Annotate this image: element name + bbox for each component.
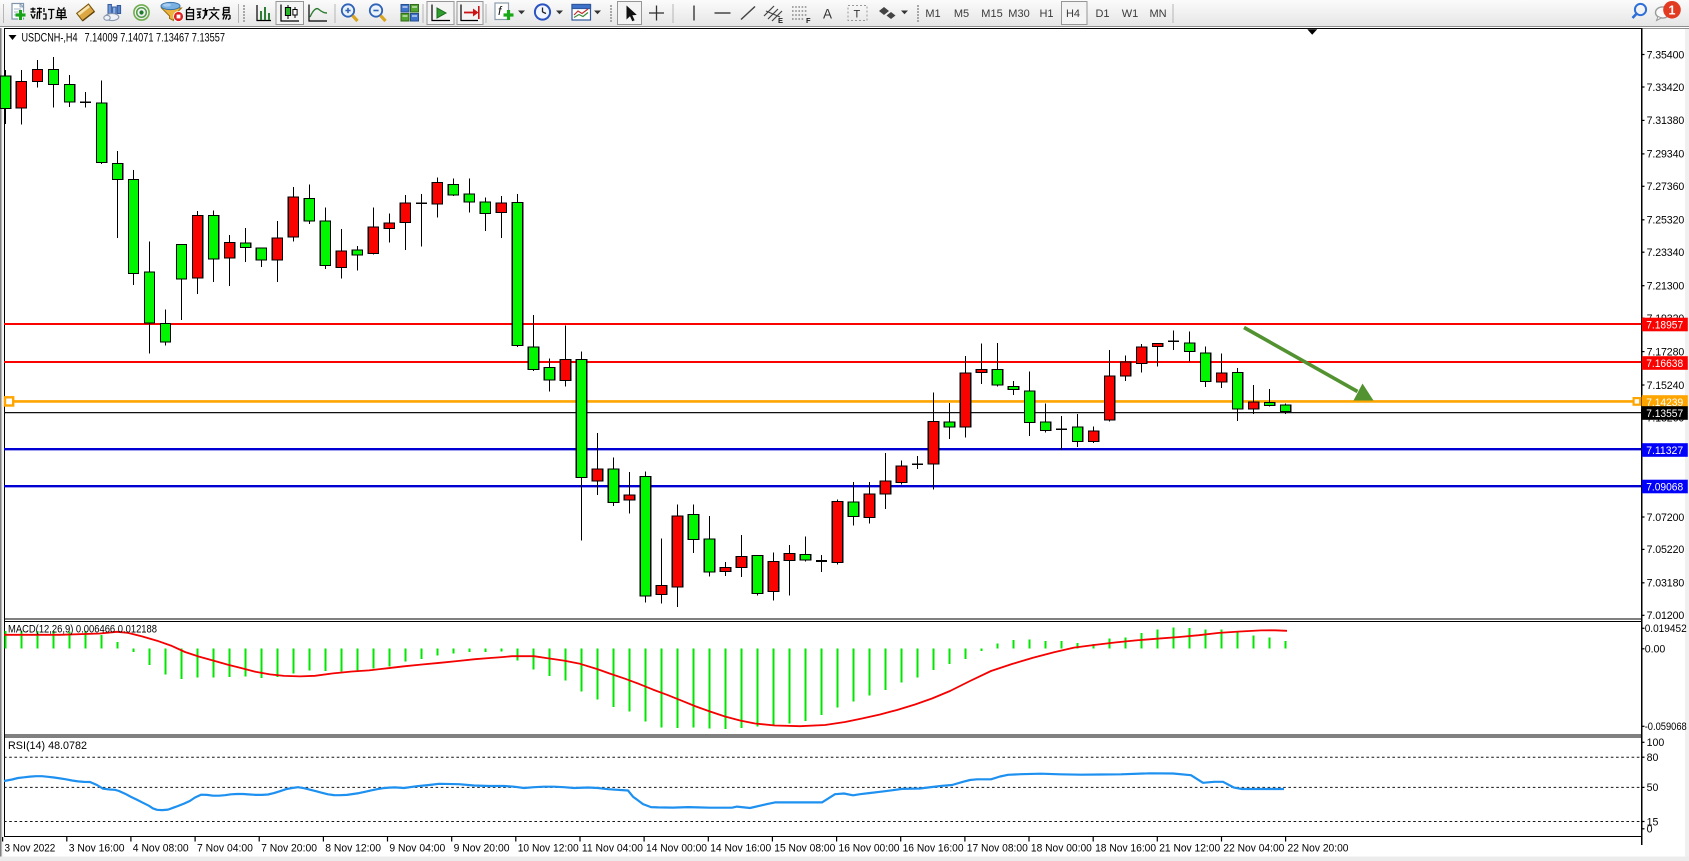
svg-text:17 Nov 08:00: 17 Nov 08:00 bbox=[967, 843, 1028, 855]
svg-text:-0.059068: -0.059068 bbox=[1645, 721, 1687, 733]
svg-text:16 Nov 00:00: 16 Nov 00:00 bbox=[839, 843, 900, 855]
svg-text:USDCNH-,H4: USDCNH-,H4 bbox=[22, 33, 78, 45]
svg-text:7.29340: 7.29340 bbox=[1647, 149, 1685, 161]
svg-text:50: 50 bbox=[1647, 782, 1659, 794]
svg-text:3 Nov 2022: 3 Nov 2022 bbox=[5, 843, 56, 855]
svg-text:7.07200: 7.07200 bbox=[1647, 512, 1685, 524]
svg-text:1: 1 bbox=[1669, 3, 1676, 17]
svg-text:D1: D1 bbox=[1095, 8, 1109, 20]
svg-text:MN: MN bbox=[1149, 8, 1166, 20]
svg-text:22 Nov 04:00: 22 Nov 04:00 bbox=[1223, 843, 1284, 855]
svg-text:A: A bbox=[823, 7, 832, 22]
svg-text:3 Nov 16:00: 3 Nov 16:00 bbox=[69, 843, 125, 855]
svg-text:22 Nov 20:00: 22 Nov 20:00 bbox=[1288, 843, 1349, 855]
svg-text:7.31380: 7.31380 bbox=[1647, 115, 1685, 127]
svg-text:M15: M15 bbox=[981, 8, 1002, 20]
svg-text:7.16638: 7.16638 bbox=[1646, 358, 1683, 370]
svg-text:15 Nov 08:00: 15 Nov 08:00 bbox=[774, 843, 835, 855]
svg-text:18 Nov 16:00: 18 Nov 16:00 bbox=[1095, 843, 1156, 855]
svg-text:100: 100 bbox=[1647, 737, 1665, 749]
svg-text:H4: H4 bbox=[1066, 8, 1080, 20]
svg-text:7.25320: 7.25320 bbox=[1647, 215, 1685, 227]
svg-text:7.05220: 7.05220 bbox=[1647, 544, 1685, 556]
svg-text:RSI(14) 48.0782: RSI(14) 48.0782 bbox=[8, 740, 87, 752]
svg-text:0.00: 0.00 bbox=[1645, 644, 1666, 656]
svg-text:F: F bbox=[806, 16, 811, 25]
svg-text:W1: W1 bbox=[1122, 8, 1139, 20]
svg-text:15: 15 bbox=[1647, 816, 1659, 828]
svg-text:7.33420: 7.33420 bbox=[1647, 82, 1685, 94]
svg-text:14 Nov 16:00: 14 Nov 16:00 bbox=[710, 843, 771, 855]
svg-text:7.23340: 7.23340 bbox=[1647, 247, 1685, 259]
svg-text:7.17280: 7.17280 bbox=[1647, 346, 1685, 358]
svg-text:7.11327: 7.11327 bbox=[1646, 445, 1683, 457]
svg-text:7 Nov 20:00: 7 Nov 20:00 bbox=[261, 843, 317, 855]
svg-text:10 Nov 12:00: 10 Nov 12:00 bbox=[518, 843, 579, 855]
svg-text:M30: M30 bbox=[1008, 8, 1029, 20]
svg-text:16 Nov 16:00: 16 Nov 16:00 bbox=[903, 843, 964, 855]
svg-text:9 Nov 04:00: 9 Nov 04:00 bbox=[389, 843, 445, 855]
svg-text:0: 0 bbox=[1647, 824, 1653, 836]
svg-text:f: f bbox=[498, 4, 503, 18]
svg-text:14 Nov 00:00: 14 Nov 00:00 bbox=[646, 843, 707, 855]
svg-text:8 Nov 12:00: 8 Nov 12:00 bbox=[325, 843, 381, 855]
svg-text:M5: M5 bbox=[954, 8, 969, 20]
svg-text:7.14239: 7.14239 bbox=[1646, 397, 1683, 409]
svg-text:18 Nov 00:00: 18 Nov 00:00 bbox=[1031, 843, 1092, 855]
svg-text:7.09068: 7.09068 bbox=[1646, 482, 1683, 494]
svg-text:7.35400: 7.35400 bbox=[1647, 49, 1685, 61]
svg-text:MACD(12,26,9) 0.006466 0.01218: MACD(12,26,9) 0.006466 0.012188 bbox=[8, 624, 157, 636]
svg-text:11 Nov 04:00: 11 Nov 04:00 bbox=[582, 843, 643, 855]
svg-text:7.03180: 7.03180 bbox=[1647, 578, 1685, 590]
svg-text:7.27360: 7.27360 bbox=[1647, 181, 1685, 193]
svg-text:7.18957: 7.18957 bbox=[1646, 320, 1683, 332]
svg-text:7 Nov 04:00: 7 Nov 04:00 bbox=[197, 843, 253, 855]
svg-text:9 Nov 20:00: 9 Nov 20:00 bbox=[454, 843, 510, 855]
svg-text:0.019452: 0.019452 bbox=[1645, 623, 1687, 635]
svg-text:7.15240: 7.15240 bbox=[1647, 380, 1685, 392]
svg-text:7.01200: 7.01200 bbox=[1647, 610, 1685, 622]
svg-text:H1: H1 bbox=[1039, 8, 1053, 20]
svg-text:80: 80 bbox=[1647, 752, 1659, 764]
svg-text:E: E bbox=[778, 16, 783, 25]
svg-text:T: T bbox=[854, 9, 861, 21]
svg-text:4 Nov 08:00: 4 Nov 08:00 bbox=[133, 843, 189, 855]
svg-text:M1: M1 bbox=[925, 8, 940, 20]
svg-text:7.21300: 7.21300 bbox=[1647, 281, 1685, 293]
svg-text:7.14009 7.14071 7.13467 7.1355: 7.14009 7.14071 7.13467 7.13557 bbox=[85, 33, 226, 45]
svg-text:7.13557: 7.13557 bbox=[1646, 408, 1683, 420]
svg-text:21 Nov 12:00: 21 Nov 12:00 bbox=[1159, 843, 1220, 855]
